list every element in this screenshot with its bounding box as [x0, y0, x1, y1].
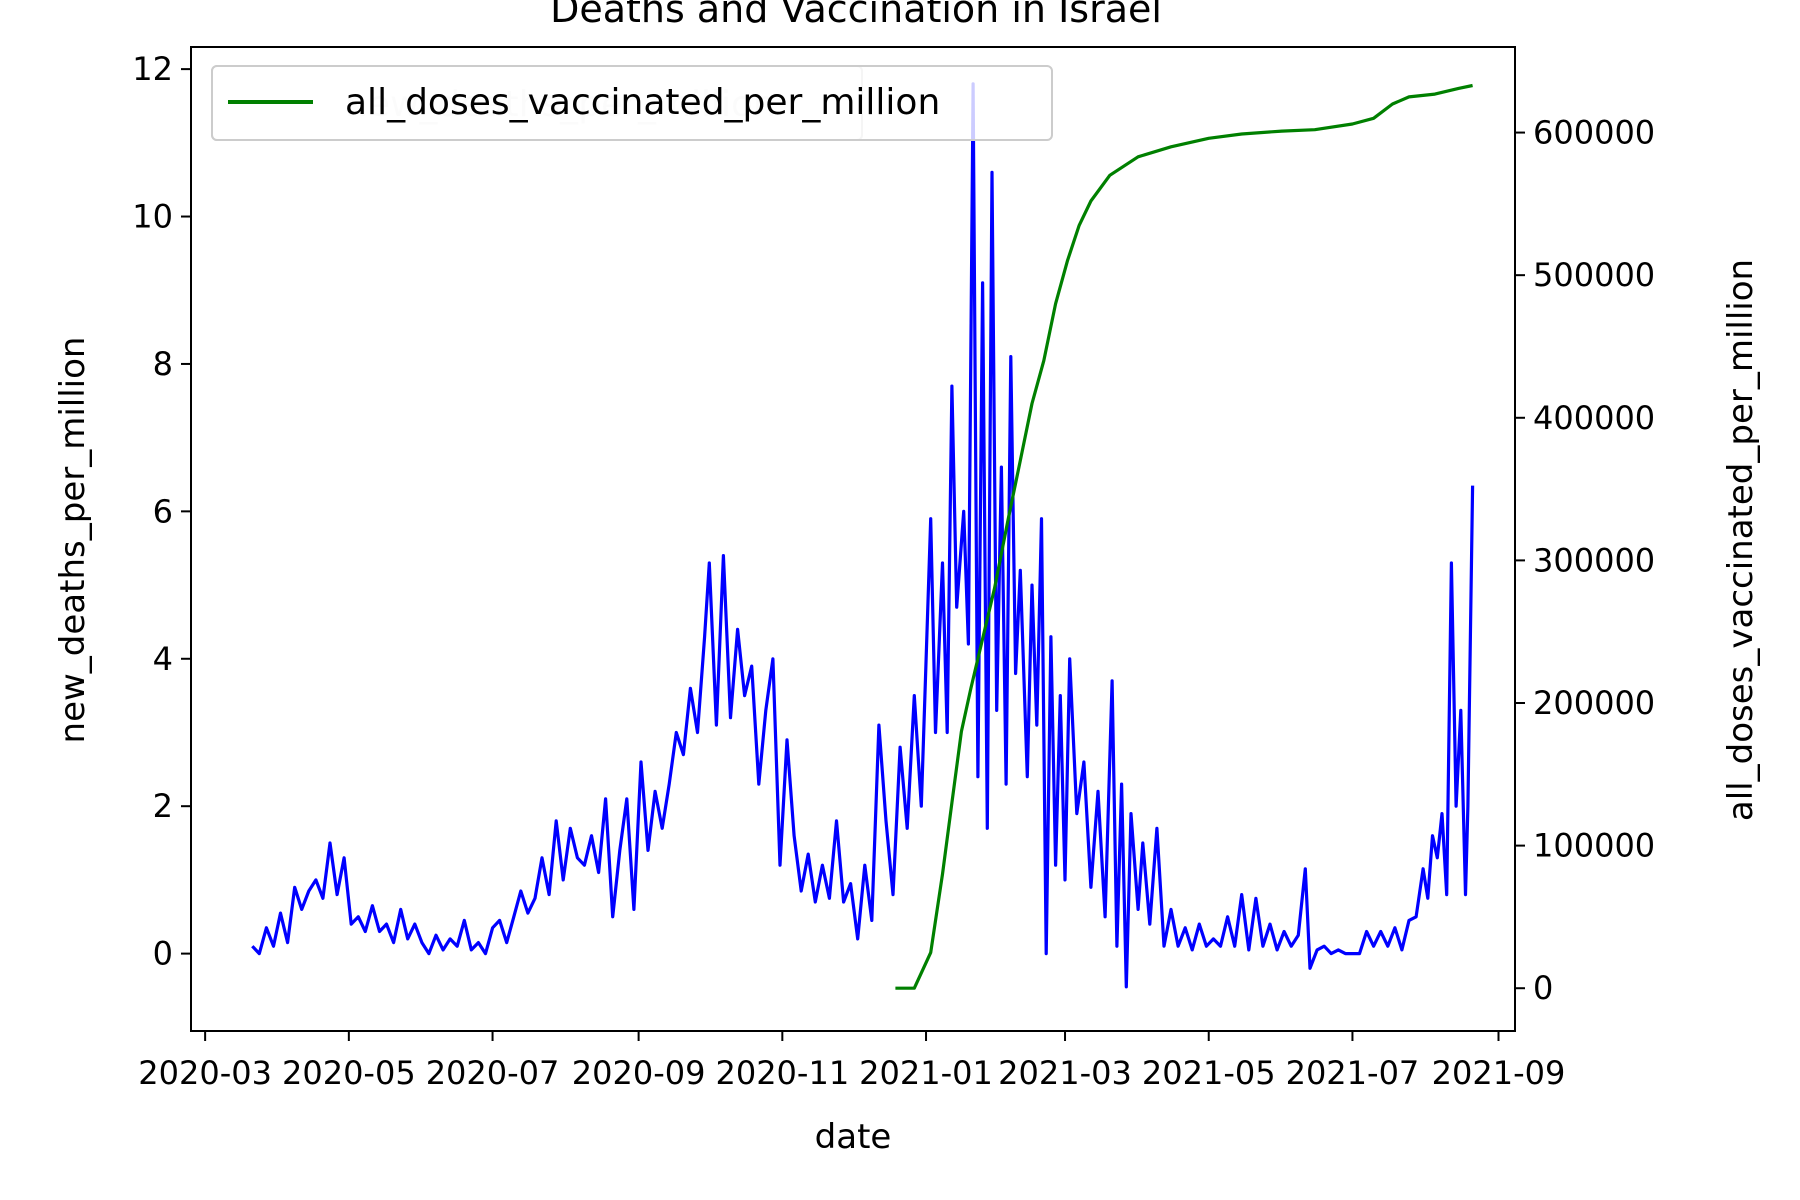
plot-frame [190, 46, 1516, 1032]
y-right-tick-label: 600000 [1533, 114, 1655, 152]
x-tick-label: 2021-05 [1142, 1054, 1276, 1092]
y-right-tick-label: 0 [1533, 969, 1553, 1007]
x-tick-label: 2020-03 [138, 1054, 272, 1092]
legend: new_deaths_per_million all_doses_vaccina… [211, 65, 1053, 141]
plot-area [190, 46, 1516, 1032]
y-axis-left-label: new_deaths_per_million [53, 337, 93, 744]
x-tick-label: 2021-01 [859, 1054, 993, 1092]
y-left-tick-label: 0 [153, 935, 173, 973]
y-left-tick-label: 4 [153, 640, 173, 678]
plot-background [191, 47, 1515, 1031]
y-left-tick-label: 8 [153, 345, 173, 383]
y-left-tick-label: 10 [132, 198, 173, 236]
series-line-all-doses-vaccinated-per-million [895, 83, 1473, 990]
y-axis-right-label: all_doses_vaccinated_per_million [1721, 259, 1761, 821]
x-tick-label: 2020-11 [715, 1054, 849, 1092]
series-layer [251, 82, 1475, 990]
y-right-tick-label: 100000 [1533, 827, 1655, 865]
x-tick-label: 2020-07 [426, 1054, 560, 1092]
x-tick-label: 2021-07 [1286, 1054, 1420, 1092]
x-tick-label: 2020-09 [572, 1054, 706, 1092]
legend-label-vaccinated: all_doses_vaccinated_per_million [345, 82, 940, 123]
y-left-tick-label: 6 [153, 492, 173, 530]
y-left-tick-label: 12 [132, 50, 173, 88]
x-tick-label: 2021-09 [1432, 1054, 1566, 1092]
x-tick-label: 2020-05 [282, 1054, 416, 1092]
y-axis-left: 0 2 4 6 8 10 12 [132, 50, 191, 973]
y-right-tick-label: 300000 [1533, 541, 1655, 579]
x-axis-label: date [815, 1117, 892, 1157]
x-axis: 2020-03 2020-05 2020-07 2020-09 2020-11 2021-… [138, 1031, 1565, 1092]
chart-title: Deaths and Vaccination in Israel [550, 0, 1162, 31]
legend-box [211, 65, 1053, 141]
y-left-tick-label: 2 [153, 787, 173, 825]
y-right-tick-label: 500000 [1533, 256, 1655, 294]
y-axis-right: 0 100000 200000 300000 400000 500000 600000 [1515, 114, 1655, 1007]
series-line-new-deaths-per-million [251, 82, 1475, 989]
y-right-tick-label: 400000 [1533, 399, 1655, 437]
y-right-tick-label: 200000 [1533, 684, 1655, 722]
x-tick-label: 2021-03 [998, 1054, 1132, 1092]
